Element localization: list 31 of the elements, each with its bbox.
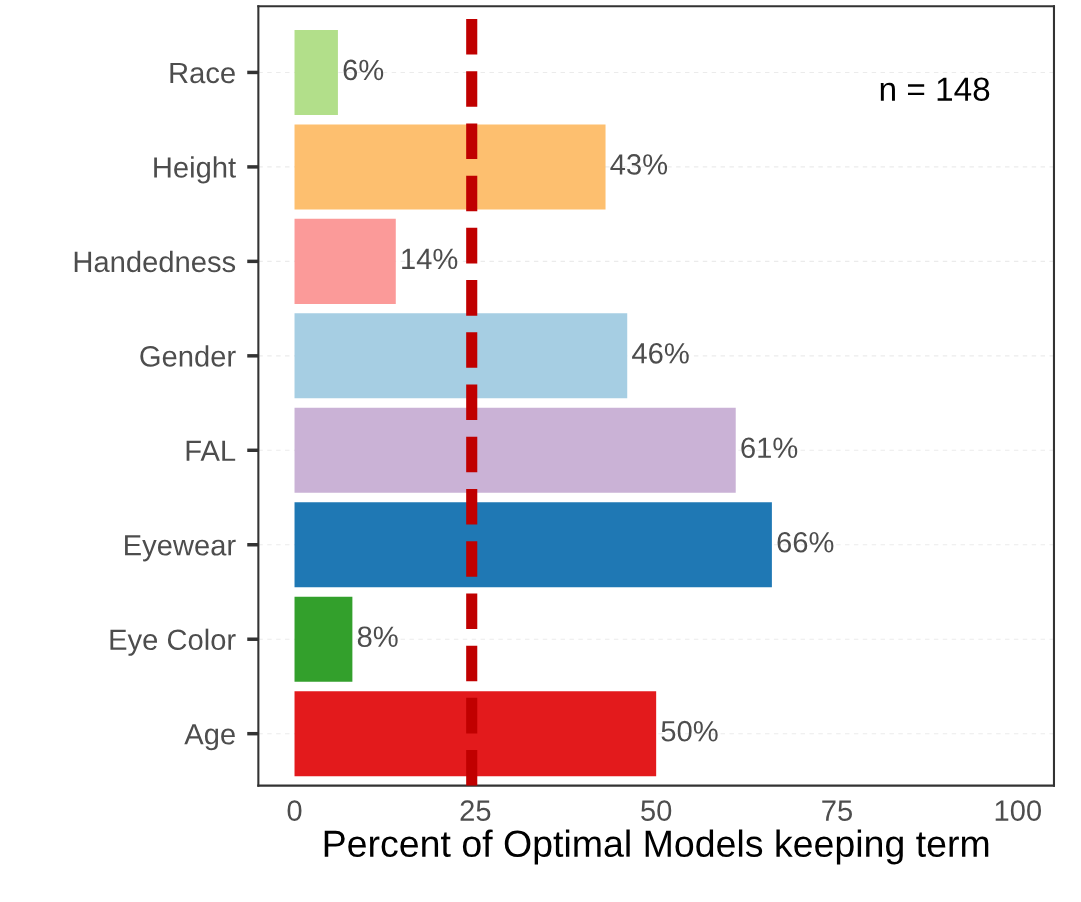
data-label: 6% [343, 59, 384, 81]
x-tick-label: 100 [995, 800, 1041, 821]
y-tick-label: Age [184, 724, 235, 751]
bar [294, 313, 628, 399]
data-label: 43% [610, 154, 668, 175]
bar [294, 691, 657, 777]
y-tick-label: Eyewear [125, 535, 236, 562]
x-tick-label: 0 [287, 800, 302, 821]
data-label: 50% [661, 720, 718, 742]
y-tick-label: Eye Color [110, 628, 236, 656]
bar [294, 29, 338, 115]
y-tick-label: FAL [186, 440, 236, 461]
data-label: 8% [357, 626, 398, 648]
y-tick-label: Height [154, 156, 236, 184]
annotation: n = 148 [880, 77, 990, 101]
bar [294, 502, 772, 588]
data-label: 14% [402, 248, 458, 270]
x-tick-label: 25 [460, 800, 491, 821]
y-tick-label: Race [170, 62, 235, 84]
data-label: 61% [741, 437, 798, 459]
x-axis-title: Percent of Optimal Models keeping term [324, 829, 989, 865]
x-tick-label: 50 [641, 800, 672, 821]
y-tick-label: Handedness [74, 250, 236, 273]
bar [294, 218, 396, 304]
bar [294, 596, 353, 682]
y-tick-label: Gender [140, 345, 236, 367]
bar [294, 407, 736, 493]
x-tick-label: 75 [822, 800, 852, 821]
bar [294, 124, 606, 210]
data-label: 66% [777, 531, 834, 553]
data-label: 46% [632, 343, 689, 364]
